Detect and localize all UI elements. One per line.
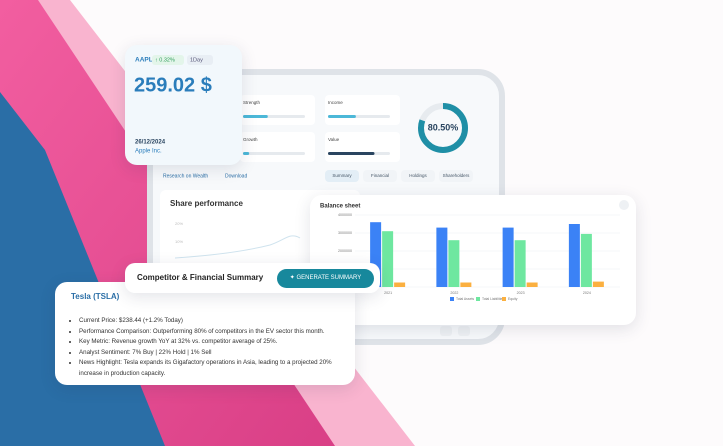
bullet: News Highlight: Tesla expands its Gigafa… — [79, 358, 354, 379]
price: 259.02 $ — [134, 74, 212, 96]
tab-label: Financial — [371, 173, 389, 178]
tab-label: Summary — [332, 173, 352, 178]
bar — [436, 227, 448, 287]
company: Apple Inc. — [135, 149, 162, 155]
y-tick-label: 2000000 — [338, 249, 352, 253]
metric-label: Strength — [243, 100, 261, 105]
metric-label: Growth — [243, 137, 258, 142]
change-pill — [152, 55, 184, 65]
card-title: Tesla (TSLA) — [71, 292, 120, 301]
card-title: Balance sheet — [320, 204, 360, 210]
bar — [382, 231, 394, 287]
x-tick-label: 2021 — [384, 291, 392, 295]
legend-swatch — [502, 297, 506, 301]
progress-bar — [328, 152, 375, 155]
share-line — [174, 235, 301, 259]
bar — [448, 240, 460, 287]
bar — [460, 282, 472, 287]
icon-button[interactable] — [458, 326, 470, 336]
bar — [580, 233, 592, 287]
tab[interactable] — [439, 170, 473, 182]
ticker: AAPL — [135, 57, 153, 64]
bar — [526, 282, 538, 287]
menu-button[interactable] — [619, 200, 629, 210]
bar — [502, 227, 514, 287]
metric-label: Value — [328, 137, 340, 142]
bullet-list: Current Price: $238.44 (+1.2% Today)Perf… — [67, 316, 354, 379]
generate-summary-button[interactable]: ✦ GENERATE SUMMARY — [277, 269, 374, 288]
change: ↑ 0.32% — [155, 57, 175, 63]
progress-track — [243, 152, 305, 155]
link[interactable]: Download — [225, 173, 247, 179]
x-tick-label: 2024 — [583, 291, 591, 295]
period: 1Day — [190, 57, 203, 63]
score-label: 80.50% — [428, 122, 459, 132]
button-label: GENERATE SUMMARY — [296, 275, 362, 281]
bar — [370, 222, 382, 287]
progress-bar — [243, 152, 250, 155]
tesla-card: Tesla (TSLA) Current Price: $238.44 (+1.… — [55, 282, 355, 385]
bar — [568, 224, 580, 287]
metric-label: Income — [328, 100, 343, 105]
bar — [514, 240, 526, 287]
legend-label: Total Liabilities — [482, 297, 504, 301]
progress-bar — [243, 115, 268, 118]
balance-sheet-chart: Balance sheet 01000000200000030000004000… — [320, 200, 629, 301]
summary-bar: Competitor & Financial Summary ✦ GENERAT… — [125, 263, 380, 293]
tab[interactable] — [363, 170, 397, 182]
x-tick-label: 2022 — [450, 291, 458, 295]
legend-swatch — [450, 297, 454, 301]
tab-label: Holdings — [409, 173, 427, 178]
axis-label: 20% — [175, 221, 183, 226]
date: 26/12/2024 — [135, 140, 166, 146]
tab[interactable] — [325, 170, 359, 182]
balance-sheet-card: Balance sheet 01000000200000030000004000… — [310, 195, 636, 325]
stock-card-content: AAPL ↑ 0.32% 1Day 259.02 $ 26/12/2024 Ap… — [134, 55, 213, 155]
tab-label: Shareholders — [443, 173, 471, 178]
panel-title: Share performance — [170, 199, 243, 208]
period-pill[interactable] — [187, 55, 213, 65]
icon-button[interactable] — [440, 326, 452, 336]
tab[interactable] — [401, 170, 435, 182]
stock-card: AAPL ↑ 0.32% 1Day 259.02 $ 26/12/2024 Ap… — [125, 45, 242, 165]
y-tick-label: 3000000 — [338, 231, 352, 235]
bullet: Analyst Sentiment: 7% Buy | 22% Hold | 1… — [79, 348, 354, 359]
x-tick-label: 2023 — [517, 291, 525, 295]
bar — [394, 282, 406, 287]
legend-swatch — [476, 297, 480, 301]
axis-label: 10% — [175, 239, 183, 244]
link[interactable]: Research on Wealth — [163, 173, 208, 179]
legend-label: Total Assets — [456, 297, 474, 301]
summary-title: Competitor & Financial Summary — [137, 273, 264, 282]
bullet: Key Metric: Revenue growth YoY at 32% vs… — [79, 337, 354, 348]
donut-arc — [418, 103, 468, 153]
y-tick-label: 4000000 — [338, 213, 352, 217]
legend-label: Equity — [508, 297, 518, 301]
progress-bar — [328, 115, 356, 118]
bar — [592, 281, 604, 287]
bullet: Performance Comparison: Outperforming 80… — [79, 327, 354, 338]
bullet: Current Price: $238.44 (+1.2% Today) — [79, 316, 354, 327]
